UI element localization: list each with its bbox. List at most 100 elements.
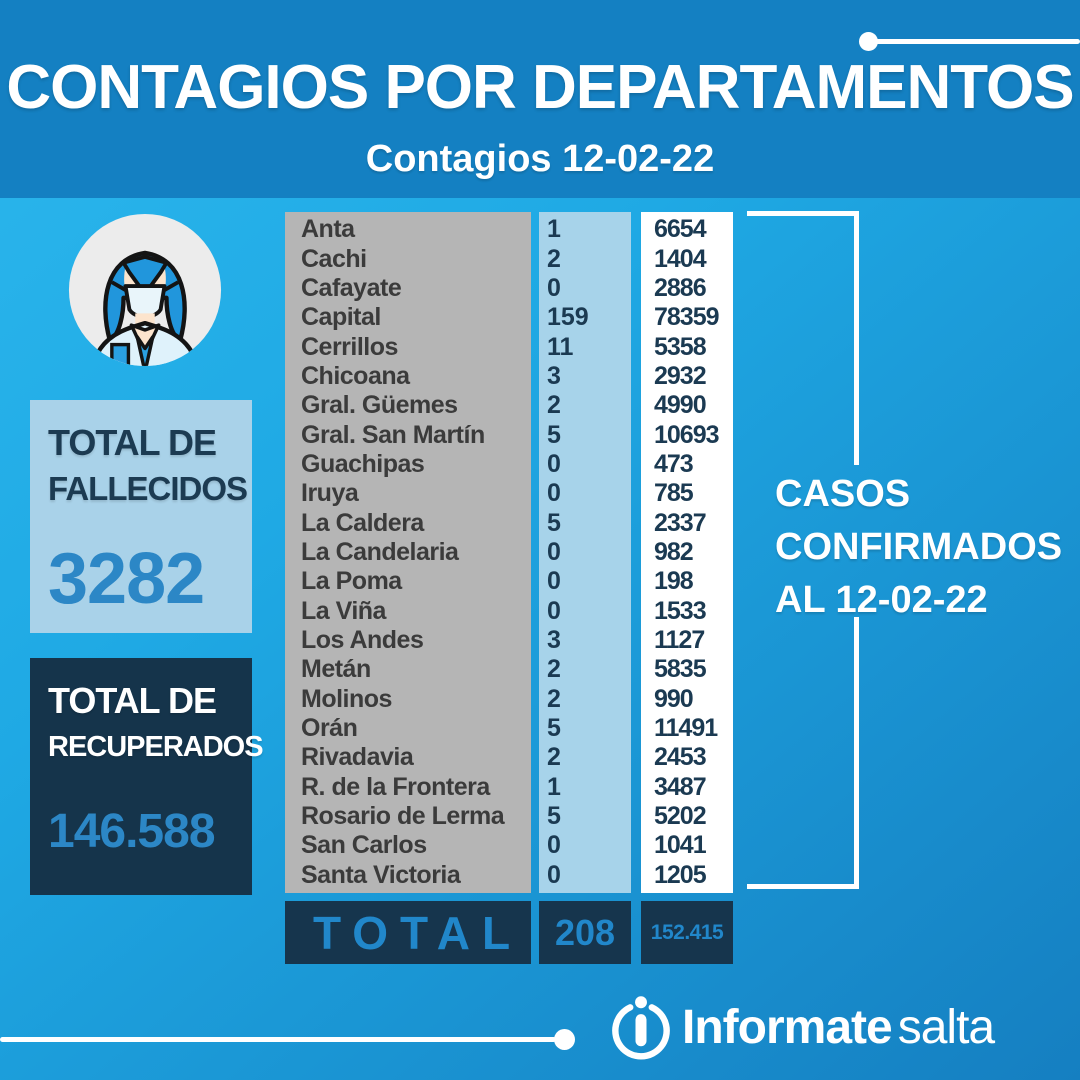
table-row-daily: 0 (547, 537, 561, 566)
total-label-cell: TOTAL (285, 901, 531, 964)
page-subtitle: Contagios 12-02-22 (365, 138, 715, 180)
table-row-daily: 11 (547, 332, 574, 361)
table-row-daily: 1 (547, 772, 561, 801)
table-row-daily: 5 (547, 714, 561, 743)
table-row-daily: 0 (547, 596, 561, 625)
table-row-department: Chicoana (301, 361, 410, 390)
table-row-confirmed: 473 (654, 449, 694, 478)
total-confirmed-cell: 152.415 (641, 901, 733, 964)
table-row-department: Cachi (301, 244, 367, 273)
table-row-confirmed: 5835 (654, 655, 707, 684)
table-row-daily: 2 (547, 244, 561, 273)
table-row-department: La Poma (301, 567, 402, 596)
table-row-department: Cerrillos (301, 332, 398, 361)
table-row-department: Iruya (301, 479, 359, 508)
informate-salta-logo: Informate salta (608, 994, 995, 1060)
brand-text: Informate salta (682, 1000, 995, 1055)
table-row-department: Los Andes (301, 625, 424, 654)
table-row-department: Anta (301, 215, 355, 244)
table-row-daily: 2 (547, 391, 561, 420)
bracket-bottom-segment (747, 884, 859, 889)
recuperados-label-line1: TOTAL DE (48, 680, 217, 721)
table-row-confirmed: 2453 (654, 743, 707, 772)
fallecidos-label-line2: FALLECIDOS (48, 470, 248, 507)
table-row-confirmed: 2886 (654, 273, 707, 302)
total-daily-cell: 208 (539, 901, 631, 964)
table-row-department: Gral. Güemes (301, 391, 458, 420)
annotation-line1: CASOS (775, 473, 911, 515)
recuperados-label: TOTAL DE RECUPERADOS (48, 678, 264, 770)
nurse-avatar-icon (67, 212, 223, 368)
info-icon (612, 996, 670, 1060)
table-column-daily-cases: 1 2 0 159 11 3 2 5 0 0 5 0 0 0 3 2 2 5 2 1 5 0 0 (539, 212, 631, 893)
table-row-daily: 159 (547, 303, 589, 332)
table-row-daily: 0 (547, 449, 561, 478)
table-row-daily: 2 (547, 684, 561, 713)
decor-line-bottom-left (0, 1037, 556, 1042)
table-row-daily: 0 (547, 479, 561, 508)
table-row-department: R. de la Frontera (301, 772, 490, 801)
table-row-confirmed: 1205 (654, 860, 707, 889)
table-row-daily: 1 (547, 215, 561, 244)
table-row-department: La Viña (301, 596, 386, 625)
fallecidos-value: 3282 (48, 539, 205, 619)
table-row-confirmed: 3487 (654, 772, 707, 801)
brand-text-bold: Informate (682, 1000, 893, 1054)
table-row-confirmed: 1127 (654, 625, 705, 654)
recuperados-label-line2: RECUPERADOS (48, 731, 264, 763)
brand-text-light: salta (897, 1000, 995, 1054)
decor-line-top-right (868, 39, 1080, 44)
annotation-line2: CONFIRMADOS (775, 526, 1063, 568)
table-row-confirmed: 6654 (654, 215, 707, 244)
table-row-department: Orán (301, 714, 358, 743)
table-row-confirmed: 990 (654, 684, 694, 713)
table-row-department: Gral. San Martín (301, 420, 485, 449)
table-row-department: Guachipas (301, 449, 425, 478)
table-row-daily: 5 (547, 508, 561, 537)
table-row-daily: 2 (547, 655, 561, 684)
table-row-confirmed: 4990 (654, 391, 707, 420)
table-row-department: Rivadavia (301, 743, 414, 772)
table-row-confirmed: 11491 (654, 714, 718, 743)
confirmed-cases-annotation: CASOS CONFIRMADOS AL 12-02-22 (775, 468, 1062, 627)
table-row-daily: 5 (547, 420, 561, 449)
table-row-confirmed: 5202 (654, 802, 707, 831)
table-row-department: Metán (301, 655, 371, 684)
table-row-department: La Caldera (301, 508, 424, 537)
decor-dot-bottom-left (554, 1029, 575, 1050)
fallecidos-label: TOTAL DE FALLECIDOS (48, 420, 252, 512)
table-row-department: La Candelaria (301, 537, 459, 566)
table-row-department: Rosario de Lerma (301, 802, 505, 831)
table-row-department: Santa Victoria (301, 860, 461, 889)
table-row-confirmed: 1041 (654, 831, 707, 860)
table-row-confirmed: 785 (654, 479, 694, 508)
fallecidos-panel: TOTAL DE FALLECIDOS 3282 (30, 400, 252, 633)
table-row-confirmed: 5358 (654, 332, 707, 361)
table-row-department: Molinos (301, 684, 392, 713)
decor-dot-top-right (859, 32, 878, 51)
table-row-daily: 3 (547, 625, 561, 654)
table-row-confirmed: 1404 (654, 244, 707, 273)
annotation-line3: AL 12-02-22 (775, 579, 988, 621)
table-row-daily: 0 (547, 860, 561, 889)
fallecidos-label-line1: TOTAL DE (48, 422, 217, 463)
table-column-departments: Anta Cachi Cafayate Capital Cerrillos Chicoan… (285, 212, 531, 893)
table-row-confirmed: 1533 (654, 596, 707, 625)
table-row-daily: 0 (547, 567, 561, 596)
bracket-top-segment (747, 211, 859, 216)
table-row-daily: 3 (547, 361, 561, 390)
table-row-confirmed: 2337 (654, 508, 707, 537)
table-row-confirmed: 982 (654, 537, 694, 566)
table-row-daily: 2 (547, 743, 561, 772)
table-row-confirmed: 10693 (654, 420, 720, 449)
table-row-confirmed: 198 (654, 567, 694, 596)
bracket-vertical-lower-segment (854, 617, 859, 889)
recuperados-panel: TOTAL DE RECUPERADOS 146.588 (30, 658, 264, 895)
table-column-confirmed-cases: 6654 1404 2886 78359 5358 2932 4990 10693 473 785… (641, 212, 733, 893)
table-row-daily: 5 (547, 802, 561, 831)
page-title: CONTAGIOS POR DEPARTAMENTOS (6, 53, 1074, 122)
table-row-daily: 0 (547, 273, 561, 302)
table-row-daily: 0 (547, 831, 561, 860)
table-row-department: Cafayate (301, 273, 402, 302)
